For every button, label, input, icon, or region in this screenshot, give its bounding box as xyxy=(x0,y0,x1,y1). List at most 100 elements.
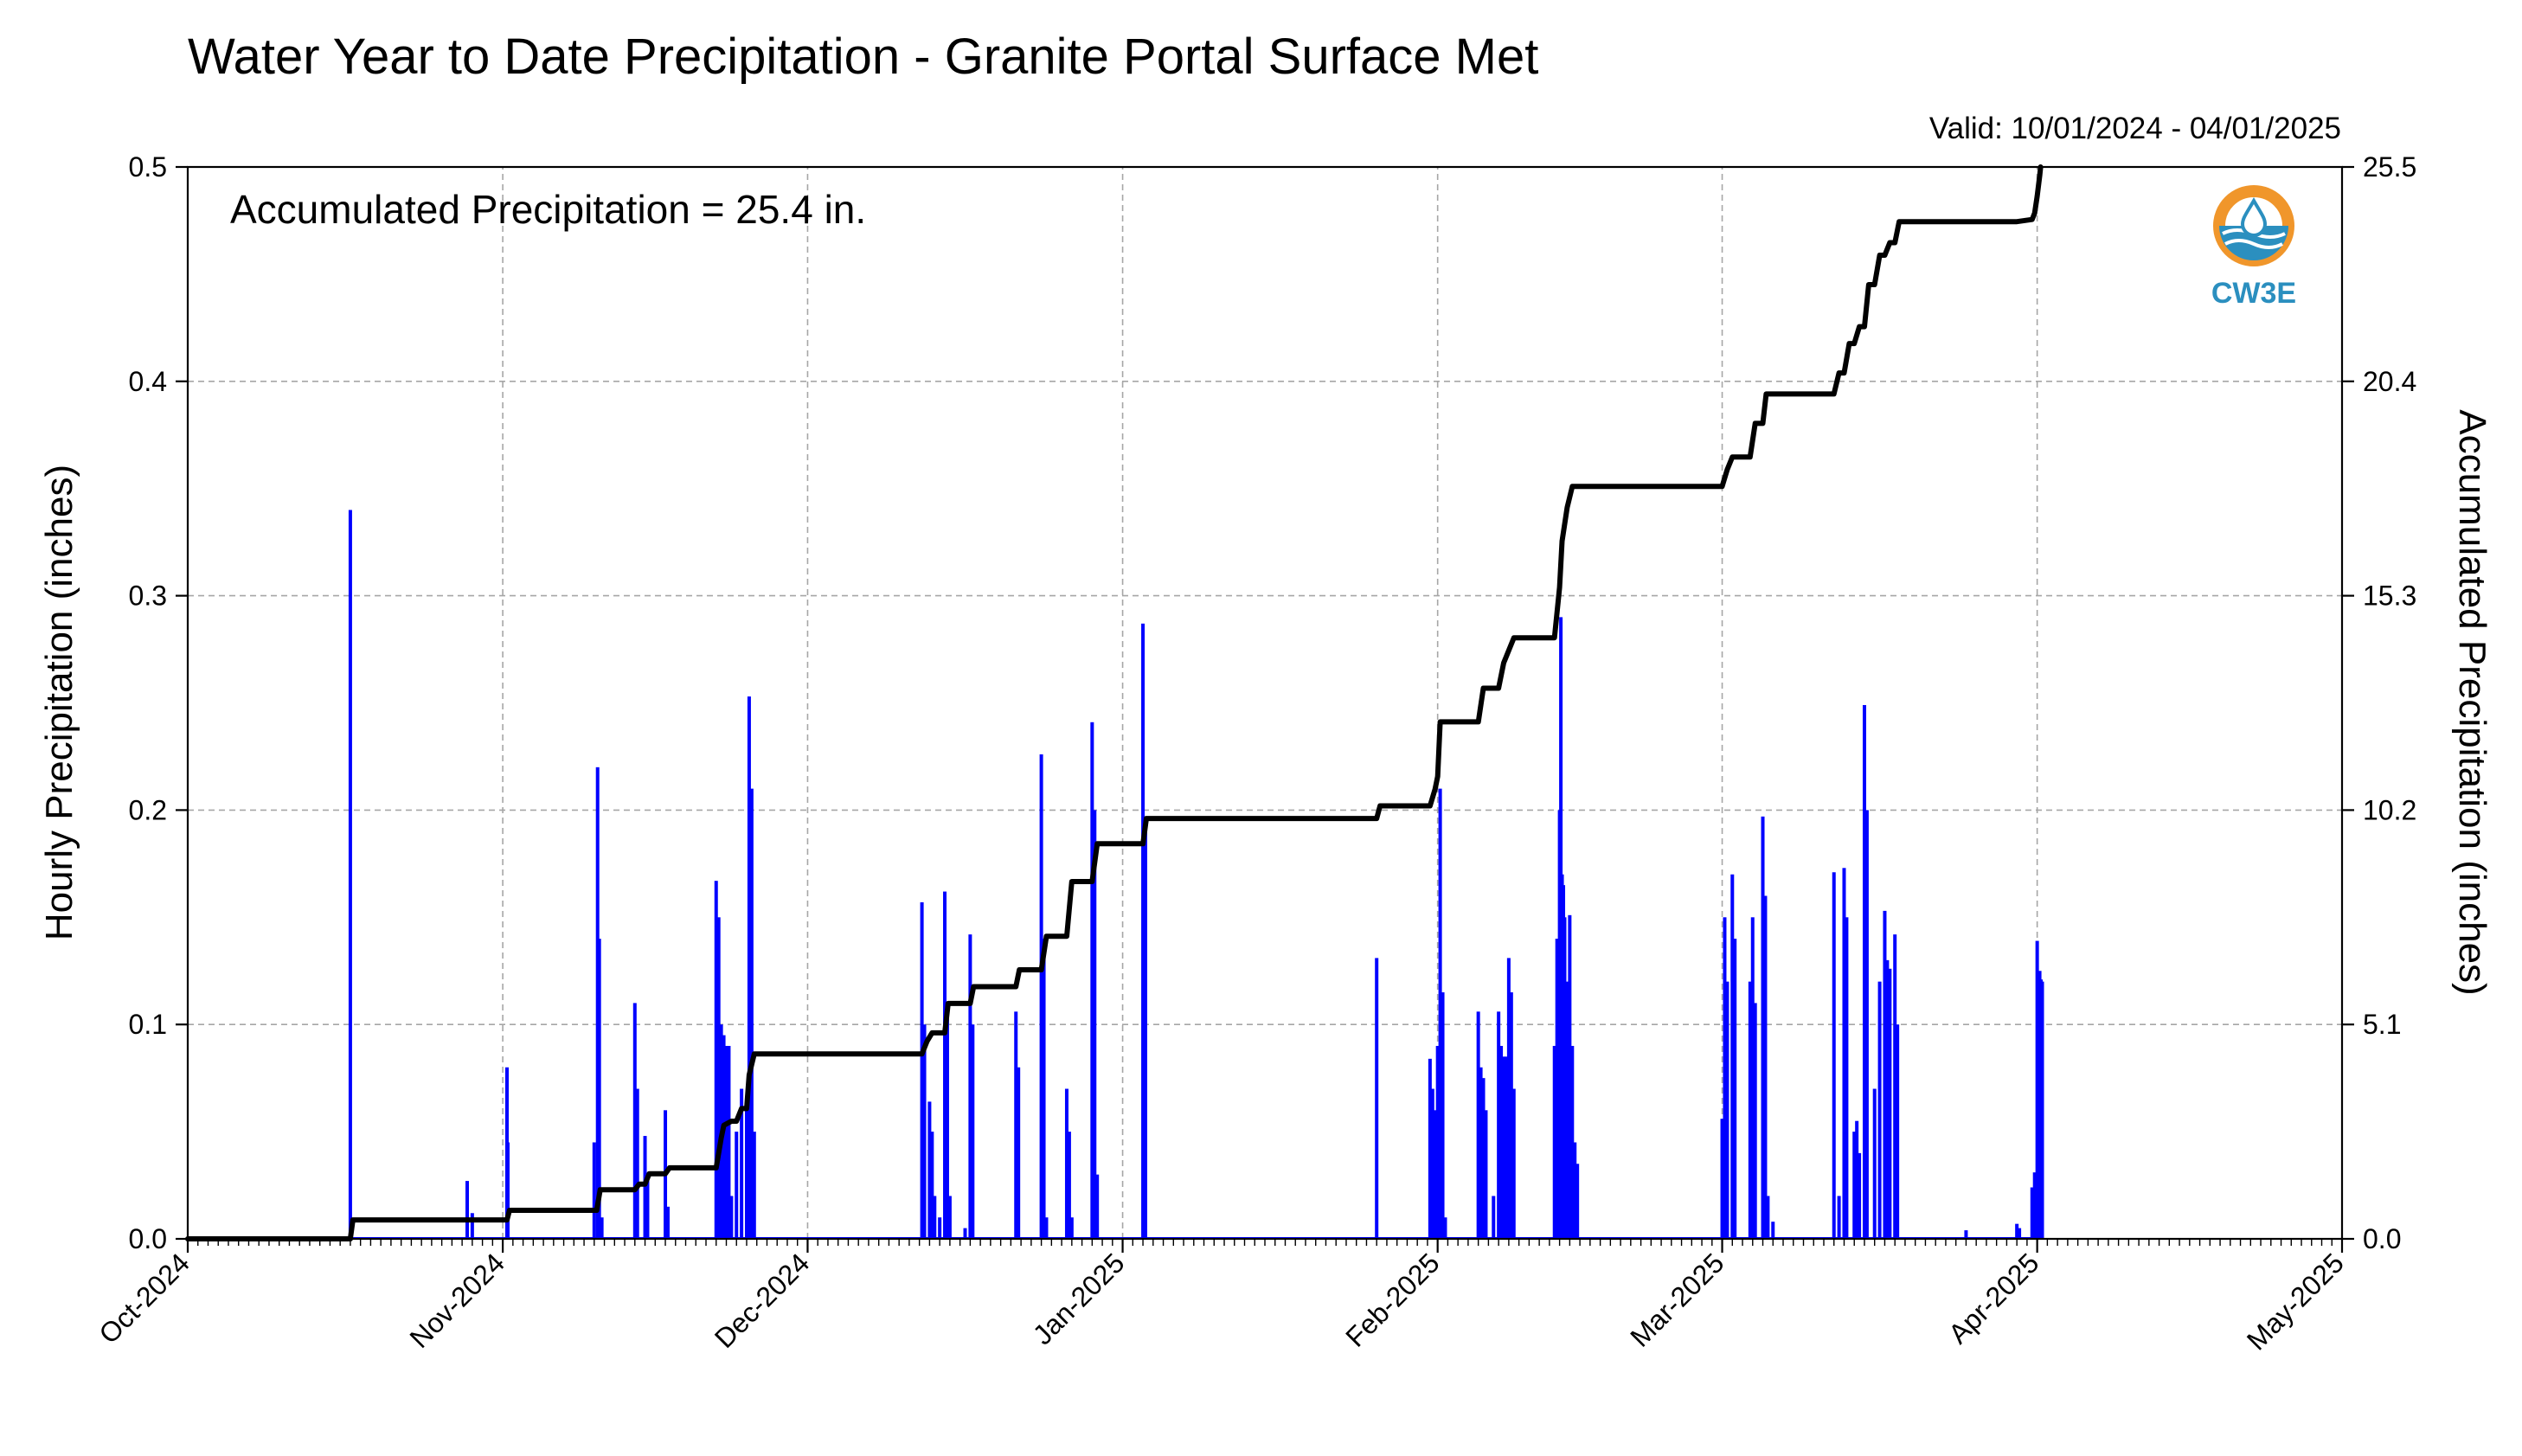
x-tick-label: Apr-2025 xyxy=(1942,1247,2045,1350)
hourly-precip-bar xyxy=(1428,1058,1432,1239)
hourly-precip-bar xyxy=(927,1101,932,1239)
x-tick-label: Jan-2025 xyxy=(1027,1247,1131,1350)
hourly-precip-bar xyxy=(1771,1222,1775,1239)
hourly-precip-bar xyxy=(1766,1196,1770,1239)
right-tick-label: 10.2 xyxy=(2363,794,2416,825)
hourly-precip-bar xyxy=(971,1024,975,1239)
hourly-precip-bar xyxy=(1893,934,1897,1239)
hourly-precip-bar xyxy=(1573,1142,1577,1239)
right-tick-label: 25.5 xyxy=(2363,151,2416,183)
hourly-precip-bar xyxy=(1575,1164,1580,1239)
x-tick-label: Oct-2024 xyxy=(93,1247,196,1350)
hourly-precip-bar xyxy=(1479,1067,1483,1239)
hourly-precip-bar xyxy=(1441,992,1445,1239)
hourly-precip-bar xyxy=(1730,874,1735,1239)
hourly-precip-bar xyxy=(747,696,751,1239)
hourly-precip-bar xyxy=(2030,1187,2034,1239)
hourly-precip-bar xyxy=(1748,981,1752,1239)
hourly-precip-bar xyxy=(1014,1011,1018,1239)
hourly-precip-bar xyxy=(1506,958,1511,1239)
x-axis-tick-labels: Oct-2024 Nov-2024 Dec-2024 Jan-2025 Feb-2025… xyxy=(93,1247,2350,1356)
hourly-precip-bar xyxy=(744,1110,748,1239)
hourly-precip-bar xyxy=(963,1228,967,1239)
hourly-precip-bar xyxy=(1044,1217,1049,1239)
hourly-precip-bar xyxy=(922,1024,927,1239)
hourly-precip-bar xyxy=(1143,831,1147,1239)
hourly-precip-bar xyxy=(1888,968,1892,1239)
hourly-precip-bar xyxy=(1753,1003,1757,1239)
x-tick-label: Nov-2024 xyxy=(403,1247,510,1354)
hourly-precip-bar xyxy=(1443,1217,1447,1239)
hourly-precip-bar xyxy=(1017,1067,1021,1239)
left-tick-label: 0.2 xyxy=(129,794,167,825)
hourly-precip-bar xyxy=(749,788,754,1239)
hourly-bars xyxy=(188,510,2044,1239)
right-tick-label: 5.1 xyxy=(2363,1009,2401,1040)
hourly-precip-bar xyxy=(740,1088,744,1239)
left-axis-label: Hourly Precipitation (inches) xyxy=(38,465,80,940)
hourly-precip-bar xyxy=(1502,1056,1506,1239)
hourly-precip-bar xyxy=(1435,1045,1440,1239)
water-drop-icon xyxy=(2240,196,2268,237)
hourly-precip-bar xyxy=(1552,1045,1556,1239)
hourly-precip-bar xyxy=(968,934,972,1239)
right-tick-label: 0.0 xyxy=(2363,1223,2401,1254)
hourly-precip-bar xyxy=(1761,816,1765,1239)
hourly-precip-bar xyxy=(724,1045,728,1239)
hourly-precip-bar xyxy=(938,1217,942,1239)
accumulated-line xyxy=(185,164,2044,1241)
hourly-precip-bar xyxy=(729,1196,734,1239)
hourly-precip-bar xyxy=(1064,1088,1068,1239)
hourly-precip-bar xyxy=(1481,1078,1486,1239)
hourly-precip-bar xyxy=(2018,1228,2022,1239)
hourly-precip-bar xyxy=(643,1136,647,1239)
right-tick-label: 15.3 xyxy=(2363,580,2416,612)
x-tick-label: Feb-2025 xyxy=(1339,1247,1445,1352)
grid-lines xyxy=(188,167,2342,1239)
cw3e-logo: CW3E xyxy=(2211,185,2296,310)
hourly-precip-bar xyxy=(920,901,924,1239)
hourly-precip-bar xyxy=(1509,992,1513,1239)
hourly-precip-bar xyxy=(1497,1011,1501,1239)
hourly-precip-bar xyxy=(1511,1088,1516,1239)
hourly-precip-bar xyxy=(930,1132,934,1239)
hourly-precip-bar xyxy=(1476,1011,1480,1239)
x-tick-label: Mar-2025 xyxy=(1624,1247,1729,1352)
hourly-precip-bar xyxy=(665,1206,670,1239)
hourly-precip-bar xyxy=(1864,810,1869,1239)
hourly-precip-bar xyxy=(1438,788,1442,1239)
hourly-precip-bar xyxy=(635,1088,639,1239)
hourly-precip-bar xyxy=(1733,939,1737,1239)
hourly-precip-bar xyxy=(716,917,721,1239)
hourly-precip-bar xyxy=(1095,1174,1100,1239)
hourly-precip-bar xyxy=(945,1003,949,1239)
hourly-precip-bar xyxy=(1570,1045,1575,1239)
axis-ticks xyxy=(176,165,2354,1253)
hourly-precip-bar xyxy=(1093,810,1097,1239)
hourly-precip-bar xyxy=(1845,917,1849,1239)
hourly-precip-bar xyxy=(1858,1152,1862,1239)
right-tick-label: 20.4 xyxy=(2363,366,2416,397)
hourly-precip-bar xyxy=(1720,1119,1724,1239)
hourly-precip-bar xyxy=(1832,872,1836,1239)
hourly-precip-bar xyxy=(1069,1217,1074,1239)
left-tick-label: 0.3 xyxy=(129,580,167,612)
hourly-precip-bar xyxy=(348,510,352,1239)
plot-frame xyxy=(186,165,2344,1241)
hourly-precip-bar xyxy=(1723,917,1727,1239)
right-axis-tick-labels: 0.0 5.1 10.2 15.3 20.4 25.5 xyxy=(2363,151,2416,1254)
hourly-precip-bar xyxy=(1042,939,1046,1239)
hourly-precip-bar xyxy=(1563,917,1567,1239)
hourly-precip-bar xyxy=(505,1142,510,1239)
hourly-precip-bar xyxy=(2040,981,2044,1239)
hourly-precip-bar xyxy=(1877,981,1882,1239)
hourly-precip-bar xyxy=(1430,1088,1434,1239)
hourly-precip-bar xyxy=(1067,1132,1071,1239)
chart-title: Water Year to Date Precipitation - Grani… xyxy=(188,29,1538,85)
hourly-precip-bar xyxy=(632,1003,637,1239)
hourly-precip-bar xyxy=(1896,1024,1900,1239)
hourly-precip-bar xyxy=(1555,939,1559,1239)
left-tick-label: 0.0 xyxy=(129,1223,167,1254)
left-tick-label: 0.5 xyxy=(129,151,167,183)
